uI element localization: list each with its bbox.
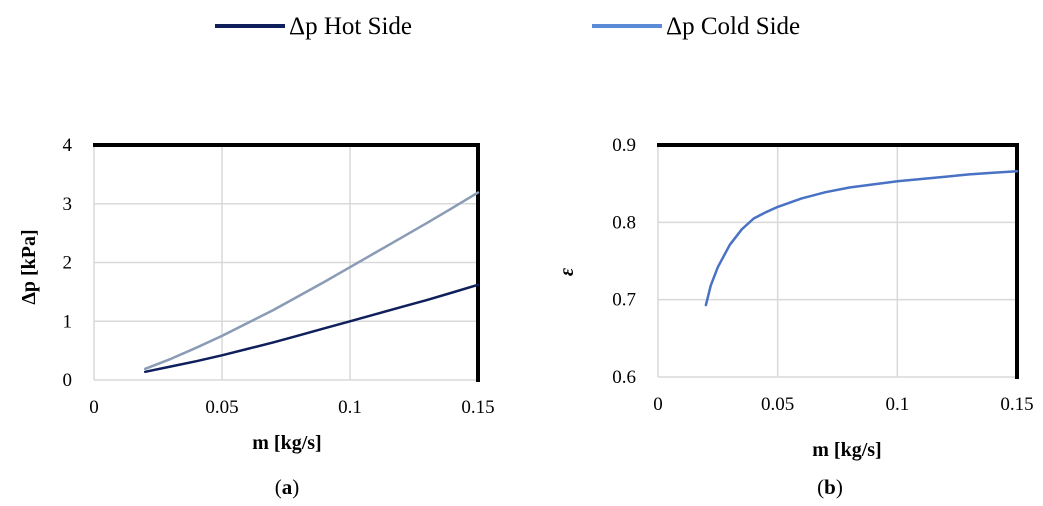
legend-label-hot-side: Δp Hot Side <box>289 13 412 40</box>
chart-a-y-tick-label: 3 <box>63 194 73 215</box>
chart-b-x-tick-label: 0.1 <box>885 394 909 415</box>
axis-titles: m [kg/s] Δp [kPa] m [kg/s] ε <box>18 229 882 461</box>
chart-a-series-1-line <box>143 191 480 371</box>
chart-b: 0 0.05 0.1 0.15 0.6 0.7 0.8 0.9 <box>612 135 1033 415</box>
chart-a-y-tick-label: 0 <box>63 370 73 391</box>
chart-a-x-tick-label: 0.1 <box>338 397 362 418</box>
chart-b-y-axis-title: ε <box>556 267 578 276</box>
chart-b-y-tick-label: 0.9 <box>612 135 636 156</box>
panel-label-a-letter: a <box>282 475 293 499</box>
chart-a-y-tick-label: 1 <box>63 311 73 332</box>
chart-a-x-tick-label: 0.05 <box>205 397 238 418</box>
chart-b-y-tick-label: 0.6 <box>612 367 636 388</box>
panel-label-b-close: ) <box>836 475 843 499</box>
panel-label-a-close: ) <box>292 475 299 499</box>
chart-a-y-axis-title: Δp [kPa] <box>18 229 40 304</box>
chart-b-x-tick-label: 0.15 <box>1000 394 1033 415</box>
legend-label-cold-side: Δp Cold Side <box>666 13 800 40</box>
panel-label-a: (a) <box>275 475 300 499</box>
chart-a-y-tick-label: 4 <box>63 135 73 156</box>
panel-label-b-open: ( <box>817 475 824 499</box>
chart-b-x-tick-label: 0 <box>653 394 663 415</box>
legend: Δp Hot Side Δp Cold Side <box>215 13 800 40</box>
chart-b-y-tick-label: 0.8 <box>612 212 636 233</box>
chart-a-x-tick-label: 0 <box>89 397 99 418</box>
chart-b-series-0-line <box>704 170 1019 307</box>
chart-b-x-axis-title: m [kg/s] <box>812 439 881 461</box>
panel-label-b: (b) <box>817 475 843 499</box>
chart-a-x-axis-title: m [kg/s] <box>252 432 321 454</box>
chart-a-x-tick-label: 0.15 <box>461 397 494 418</box>
chart-b-y-tick-label: 0.7 <box>612 290 636 311</box>
panel-labels: (a) (b) <box>275 475 843 499</box>
chart-a-series-0-line <box>143 283 480 374</box>
chart-a-y-tick-label: 2 <box>63 253 73 274</box>
chart-a: 0 0.05 0.1 0.15 0 1 2 3 4 <box>63 135 495 418</box>
panel-label-b-letter: b <box>824 475 836 499</box>
chart-b-x-tick-label: 0.05 <box>761 394 794 415</box>
panel-label-a-open: ( <box>275 475 282 499</box>
legend-item-cold-side: Δp Cold Side <box>592 13 800 40</box>
legend-item-hot-side: Δp Hot Side <box>215 13 412 40</box>
